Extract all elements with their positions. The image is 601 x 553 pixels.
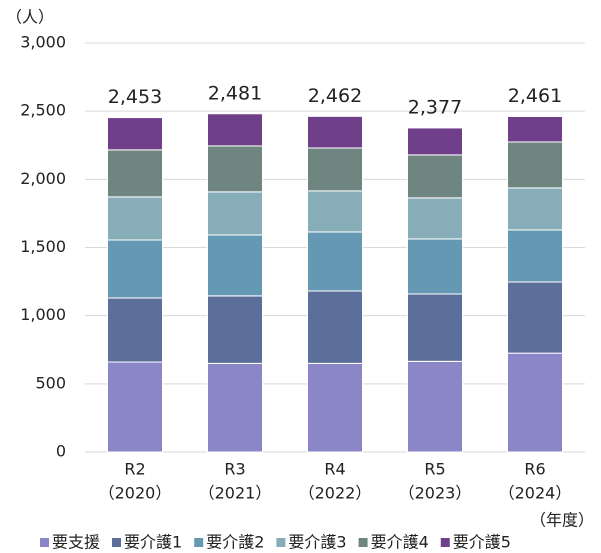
y-tick-label: 3,000 [20, 33, 66, 52]
bar-segment [507, 352, 563, 453]
legend-label: 要介護2 [206, 533, 264, 552]
x-tick-label: R2 [124, 460, 145, 479]
bar-segment [207, 362, 263, 453]
legend-label: 要介護5 [453, 533, 511, 552]
legend-label: 要介護3 [288, 533, 346, 552]
x-tick-label: R6 [524, 460, 545, 479]
bar-segment [507, 115, 563, 143]
bar-segment [107, 361, 163, 453]
x-unit: （年度） [530, 511, 594, 530]
x-tick-label: （2023） [399, 484, 472, 503]
legend-swatch [276, 538, 286, 547]
bar-segment [107, 239, 163, 299]
bar-segment [407, 154, 463, 199]
bar-segment [507, 281, 563, 354]
bar-segment [207, 191, 263, 236]
legend-swatch [440, 538, 450, 547]
y-tick-label: 1,500 [20, 237, 66, 256]
y-tick-label: 500 [35, 373, 66, 392]
x-tick-label: （2020） [99, 484, 172, 503]
legend-label: 要介護4 [371, 533, 429, 552]
legend-swatch [358, 538, 368, 547]
total-label: 2,481 [208, 82, 262, 104]
bar-segment [107, 117, 163, 151]
bar-segment [407, 238, 463, 295]
bar-segment [307, 115, 363, 149]
bar-segment [407, 360, 463, 453]
y-unit: （人） [6, 8, 54, 27]
bar-segment [207, 113, 263, 147]
x-tick-label: （2022） [299, 484, 372, 503]
total-label: 2,462 [308, 85, 362, 107]
y-tick-label: 2,500 [20, 101, 66, 120]
bar-segment [207, 295, 263, 364]
x-tick-label: R4 [324, 460, 345, 479]
bar-segment [107, 196, 163, 241]
bar-segment [307, 231, 363, 292]
bar-segment [107, 149, 163, 198]
x-tick-label: （2024） [499, 484, 572, 503]
legend-swatch [112, 538, 122, 547]
bar-segment [307, 147, 363, 192]
bar-segment [207, 234, 263, 297]
bar-segment [107, 297, 163, 363]
bar-segment [407, 127, 463, 156]
y-tick-label: 0 [56, 442, 66, 461]
x-tick-label: （2021） [199, 484, 272, 503]
bar-segment [507, 141, 563, 189]
legend-label: 要支援 [52, 533, 100, 552]
bar-segment [307, 190, 363, 233]
y-tick-label: 1,000 [20, 305, 66, 324]
total-label: 2,453 [108, 86, 162, 108]
x-tick-label: R5 [424, 460, 445, 479]
legend-swatch [40, 538, 49, 547]
total-label: 2,461 [508, 85, 562, 107]
bar-segment [307, 362, 363, 453]
bar-segment [407, 293, 463, 362]
legend-swatch [194, 538, 204, 547]
bar-segment [207, 145, 263, 193]
bar-segment [307, 290, 363, 364]
bar-segment [507, 229, 563, 283]
total-label: 2,377 [408, 96, 462, 118]
bar-segment [407, 197, 463, 240]
bar-segment [507, 187, 563, 231]
x-tick-label: R3 [224, 460, 245, 479]
legend-label: 要介護1 [124, 533, 182, 552]
y-tick-label: 2,000 [20, 169, 66, 188]
